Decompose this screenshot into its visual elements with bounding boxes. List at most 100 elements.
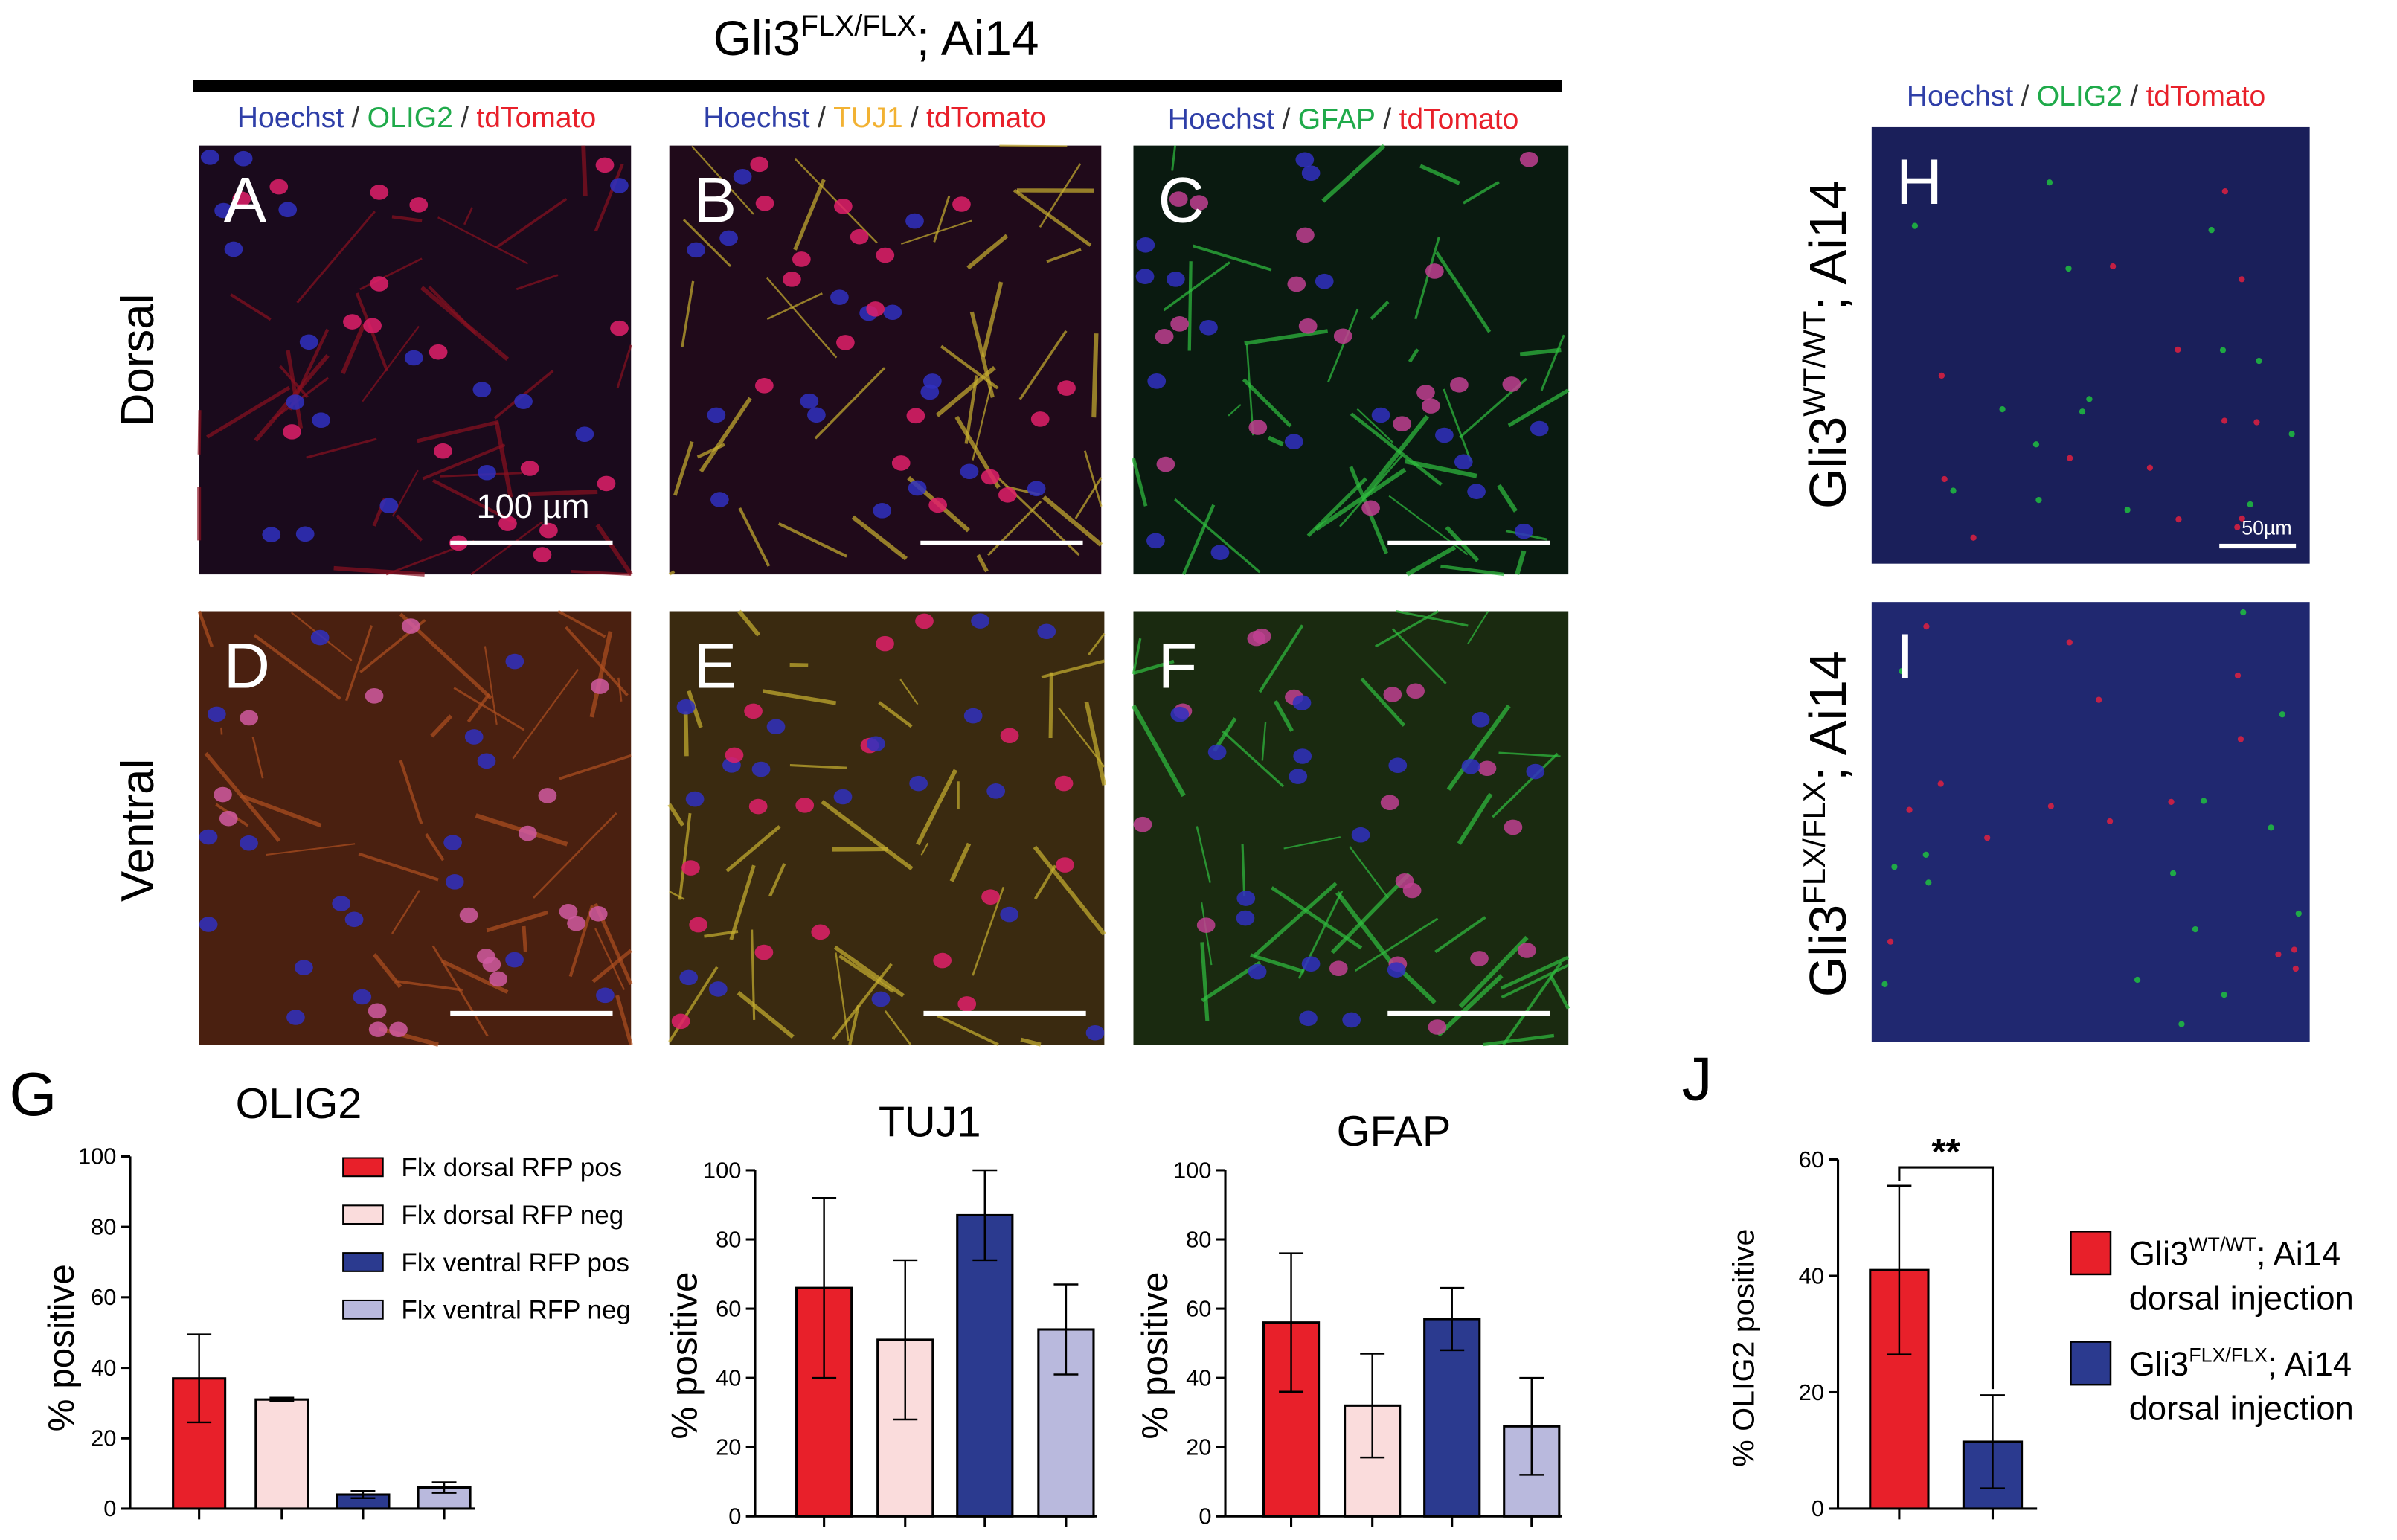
cell (283, 424, 301, 440)
cell (2221, 187, 2228, 195)
cell (1941, 475, 1948, 483)
row-label: Dorsal (112, 294, 164, 426)
fiber (1435, 251, 1492, 333)
fiber (696, 443, 725, 459)
cell (1887, 938, 1894, 945)
fiber (494, 421, 513, 498)
chart: 0 20 40 60 80 100 GFAP % positive (1135, 1108, 1562, 1530)
cell (538, 788, 557, 803)
y-axis-label: % positive (664, 1271, 705, 1439)
stain-part: Hoechst (1907, 80, 2014, 112)
cell (733, 168, 752, 185)
stain-part: tdTomato (1399, 103, 1518, 135)
cell (1248, 963, 1267, 980)
cell (588, 905, 608, 922)
cell (332, 896, 351, 911)
legend-swatch (2070, 1231, 2112, 1276)
cell (971, 613, 989, 629)
cell (240, 710, 259, 726)
cell (295, 526, 315, 542)
y-tick-label: 80 (91, 1213, 116, 1239)
significance-bracket (1898, 1166, 1995, 1390)
cell (1380, 795, 1399, 811)
stain-part: TUJ1 (833, 102, 902, 134)
fiber (1349, 846, 1389, 899)
legend-rest: ; Ai14 (2268, 1345, 2352, 1383)
fiber (533, 812, 617, 899)
fiber (1083, 450, 1103, 507)
cell (2175, 516, 2182, 523)
stain-part: / (818, 102, 826, 134)
fiber (1048, 672, 1053, 739)
fiber (1462, 181, 1500, 205)
cell (1931, 166, 1938, 173)
cell (2295, 910, 2302, 917)
legend-swatch (342, 1299, 384, 1320)
cell (2178, 1021, 2185, 1027)
cell (219, 810, 238, 827)
fiber (395, 514, 423, 542)
fiber (848, 1004, 860, 1045)
stain-part: Hoechst (703, 102, 810, 134)
cell (836, 335, 855, 350)
cell (750, 156, 769, 173)
fiber (920, 842, 929, 856)
fiber (220, 727, 223, 735)
fiber (966, 234, 1009, 270)
stain-part: / (1283, 103, 1291, 135)
cell (719, 230, 738, 246)
cell (1252, 628, 1271, 644)
stain-part: / (2021, 80, 2029, 112)
cell (2175, 346, 2181, 353)
cell (1301, 165, 1321, 181)
chart-letter: G (9, 1060, 57, 1129)
cell (807, 407, 826, 423)
fiber (512, 669, 580, 760)
fiber (1370, 301, 1390, 321)
y-tick-label: 100 (703, 1157, 742, 1183)
cell (707, 407, 726, 423)
cell (518, 825, 537, 841)
micrograph: I (1871, 602, 2310, 1042)
cell (2288, 431, 2295, 437)
stain-part: Hoechst (1168, 103, 1275, 135)
fiber (437, 216, 529, 265)
panel-letter: I (1896, 621, 1914, 693)
cell (986, 783, 1006, 799)
cell (1383, 687, 1402, 702)
cell (1388, 757, 1408, 774)
cell (783, 272, 801, 287)
fiber (251, 737, 264, 779)
legend-label: dorsal injection (2129, 1279, 2354, 1317)
fiber (729, 864, 756, 940)
fiber (1228, 404, 1242, 417)
cell (434, 443, 452, 459)
fiber (379, 1027, 439, 1047)
fiber (1446, 705, 1511, 791)
fiber (1193, 244, 1272, 272)
fiber (1354, 917, 1439, 972)
fiber (1046, 248, 1082, 263)
fiber (341, 324, 366, 375)
fiber (1132, 659, 1175, 676)
cell (207, 706, 226, 722)
fiber (1131, 704, 1186, 798)
fiber (557, 609, 606, 638)
cell (1030, 411, 1050, 427)
cell (1515, 523, 1533, 539)
cell (1454, 454, 1473, 470)
cell (1406, 683, 1425, 699)
cell (1166, 272, 1185, 287)
fiber (737, 609, 761, 637)
cell (811, 924, 830, 940)
cell (1298, 318, 1318, 334)
cell (1000, 728, 1019, 744)
fiber (1321, 144, 1386, 203)
fiber (230, 293, 272, 321)
cell (725, 747, 744, 763)
fiber (1549, 975, 1570, 1010)
fiber (470, 521, 543, 576)
fiber (916, 769, 958, 846)
cell (214, 202, 233, 219)
fiber (1258, 624, 1304, 693)
